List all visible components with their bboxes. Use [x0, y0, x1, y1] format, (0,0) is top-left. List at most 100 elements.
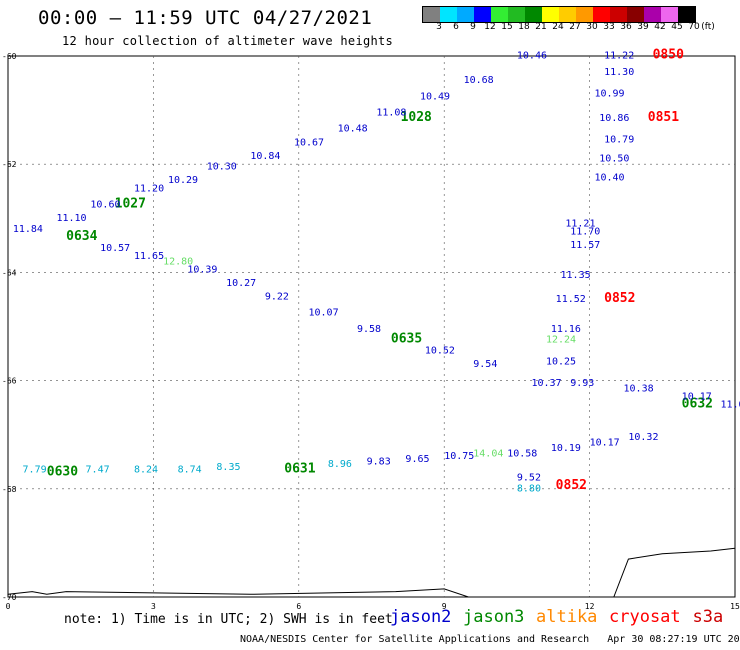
latitude-label: -68 — [2, 485, 17, 494]
wave-height-value: 11.30 — [604, 67, 634, 78]
satellite-legend-jason2: jason2 — [390, 607, 452, 627]
latitude-labels: -60 -62 -64 -66 -68 -70 — [2, 52, 17, 602]
wave-height-value: 11.65 — [134, 251, 164, 262]
wave-height-value: 10.48 — [338, 124, 368, 135]
map-title: 00:00 – 11:59 UTC 04/27/2021 — [38, 7, 373, 29]
observations: 10.46 11.22 0850 11.30 10.99 10.86 0851 10.79 10… — [13, 48, 740, 495]
wave-height-value: 10.60 — [90, 199, 120, 210]
pass-time-label: 0852 — [604, 291, 635, 306]
wave-height-value: 10.46 — [517, 51, 547, 62]
wave-height-value: 12.80 — [163, 256, 193, 267]
wave-height-value: 10.52 — [425, 346, 455, 357]
pass-time-label: 0630 — [47, 464, 78, 479]
wave-height-value: 10.17 — [590, 438, 620, 449]
wave-height-value: 10.84 — [250, 151, 280, 162]
wave-height-value: 10.07 — [308, 308, 338, 319]
wave-height-value: 10.67 — [294, 137, 324, 148]
wave-height-value: 10.57 — [100, 243, 130, 254]
wave-height-value: 10.38 — [624, 383, 654, 394]
satellite-legend-altika: altika — [536, 607, 598, 627]
latitude-label: -66 — [2, 377, 17, 386]
wave-height-value: 8.80 — [517, 484, 541, 495]
wave-height-value: 8.96 — [328, 459, 352, 470]
legend-swatch — [576, 7, 593, 22]
wave-height-value: 10.68 — [464, 75, 494, 86]
legend-swatch — [525, 7, 542, 22]
legend-swatch — [491, 7, 508, 22]
legend-tick-label: 6 — [453, 22, 459, 32]
legend-tick-label: 45 — [671, 22, 683, 32]
legend-swatch — [644, 7, 661, 22]
legend-tick-label: 30 — [586, 22, 598, 32]
legend-swatch — [559, 7, 576, 22]
wave-height-value: 14.04 — [473, 448, 503, 459]
wave-height-value: 9.22 — [265, 291, 289, 302]
legend-swatch — [440, 7, 457, 22]
legend-unit-label: (ft) — [701, 22, 715, 32]
wave-height-value: 8.24 — [134, 465, 158, 476]
pass-time-label: 0631 — [284, 462, 315, 477]
wave-height-value: 10.29 — [168, 175, 198, 186]
legend-tick-label: 70 — [688, 22, 700, 32]
wave-height-value: 7.47 — [86, 465, 110, 476]
wave-height-value: 11.08 — [376, 108, 406, 119]
wave-height-value: 10.99 — [594, 89, 624, 100]
latitude-label: -70 — [2, 593, 17, 602]
wave-height-value: 9.93 — [570, 378, 594, 389]
wave-height-value: 11.16 — [551, 324, 581, 335]
antarctic-coastline — [7, 547, 736, 598]
legend-swatch — [678, 7, 695, 22]
wave-height-value: 11.10 — [56, 213, 86, 224]
legend-swatch — [474, 7, 491, 22]
pass-time-label: 0632 — [682, 397, 713, 412]
legend-tick-label: 18 — [518, 22, 530, 32]
wave-height-value: 10.40 — [594, 172, 624, 183]
legend-tick-label: 9 — [470, 22, 476, 32]
wave-height-value: 11.84 — [13, 224, 43, 235]
legend-tick-label: 39 — [637, 22, 649, 32]
longitude-label: 0 — [6, 602, 11, 611]
legend-swatch — [610, 7, 627, 22]
pass-time-label: 0635 — [391, 332, 422, 347]
wave-height-value: 10.50 — [599, 153, 629, 164]
wave-height-scale-labels: 3 6 9 12 15 18 21 24 27 30 33 36 39 42 45 70 (ft) — [422, 22, 740, 34]
pass-time-label: 0852 — [556, 478, 587, 493]
wave-height-value: 10.58 — [507, 448, 537, 459]
wave-height-value: 10.37 — [531, 378, 561, 389]
wave-height-value: 12.24 — [546, 335, 576, 346]
latitude-label: -60 — [2, 52, 17, 61]
wave-height-value: 8.35 — [216, 462, 240, 473]
footer-note: note: 1) Time is in UTC; 2) SWH is in fe… — [64, 612, 393, 627]
legend-swatch — [542, 7, 559, 22]
graticule — [7, 55, 736, 598]
wave-height-value: 9.83 — [367, 456, 391, 467]
pass-time-label: 1027 — [115, 196, 146, 211]
footer-credit: NOAA/NESDIS Center for Satellite Applica… — [240, 634, 740, 645]
wave-height-value: 11.20 — [134, 183, 164, 194]
pass-time-label: 1028 — [401, 110, 432, 125]
legend-tick-label: 42 — [654, 22, 666, 32]
legend-tick-label: 36 — [620, 22, 632, 32]
wave-height-value: 11.21 — [565, 218, 595, 229]
wave-height-value: 9.54 — [473, 359, 497, 370]
legend-swatch — [593, 7, 610, 22]
wave-height-color-scale — [422, 6, 696, 23]
wave-height-value: 9.58 — [357, 324, 381, 335]
wave-height-value: 9.65 — [405, 454, 429, 465]
legend-tick-label: 33 — [603, 22, 615, 32]
legend-swatch — [627, 7, 644, 22]
wave-height-value: 10.32 — [628, 432, 658, 443]
longitude-label: 3 — [151, 602, 156, 611]
wave-height-value: 11.70 — [570, 227, 600, 238]
wave-height-value: 10.19 — [551, 443, 581, 454]
wave-height-value: 9.52 — [517, 473, 541, 484]
legend-swatch — [423, 7, 440, 22]
wave-height-value: 10.49 — [420, 91, 450, 102]
legend-tick-label: 27 — [569, 22, 581, 32]
longitude-label: 6 — [296, 602, 301, 611]
longitude-label: 12 — [585, 602, 595, 611]
legend-swatch — [508, 7, 525, 22]
satellite-legend-jason3: jason3 — [463, 607, 525, 627]
map-subtitle: 12 hour collection of altimeter wave hei… — [62, 34, 394, 48]
